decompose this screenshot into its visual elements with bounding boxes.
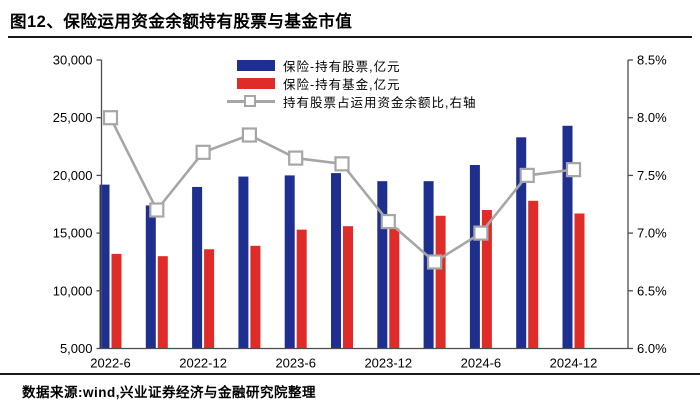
stock-bar-2024-9: [516, 137, 527, 349]
y-left-tick-label: 15,000: [53, 226, 93, 241]
y-left-tick-label: 5,000: [60, 341, 93, 356]
ratio-square-marker-icon: [244, 95, 256, 107]
x-tick-label-2023-12: 2023-12: [364, 356, 412, 371]
legend-item-funds: 保险-持有基金,亿元: [227, 74, 476, 92]
fund-bar-2023-9: [343, 226, 353, 349]
stock-bar-2024-6: [469, 165, 480, 349]
funds-bar-swatch-icon: [237, 77, 275, 89]
footer-divider: [0, 373, 700, 375]
legend-label-funds: 保险-持有基金,亿元: [283, 77, 401, 92]
y-right-tick-label: 6.0%: [637, 341, 667, 356]
stock-bar-2023-9: [331, 173, 341, 349]
y-left-tick-label: 10,000: [53, 283, 93, 298]
y-left-tick-label: 25,000: [53, 110, 93, 125]
ratio-marker-2022-6: [102, 110, 119, 126]
stock-bar-2023-3: [238, 176, 249, 349]
ratio-marker-2023-9: [334, 156, 350, 172]
ratio-line-swatch-icon: [227, 94, 275, 108]
x-tick-label-2024-6: 2024-6: [461, 356, 501, 371]
fund-bar-2022-12: [204, 249, 215, 349]
ratio-marker-2024-3: [427, 254, 443, 270]
y-right-tick-label: 7.0%: [637, 226, 667, 241]
stock-bar-2024-12: [562, 125, 573, 349]
stock-bar-2023-6: [284, 175, 295, 349]
x-tick-label-2024-12: 2024-12: [550, 356, 598, 371]
y-right-tick-label: 8.0%: [637, 110, 667, 125]
y-right-tick-label: 6.5%: [637, 283, 667, 298]
legend-item-ratio: 持有股票占运用资金余额比,右轴: [227, 92, 476, 110]
title-divider: [8, 36, 692, 38]
data-source-note: 数据来源:wind,兴业证券经济与金融研究院整理: [22, 385, 316, 400]
stock-bar-2022-12: [192, 186, 203, 349]
stock-bar-2023-12: [377, 181, 388, 349]
fund-bar-2024-6: [481, 210, 492, 349]
fund-bar-2022-9: [157, 256, 168, 349]
ratio-marker-2024-12: [565, 162, 582, 178]
x-tick-label-2022-12: 2022-12: [179, 356, 227, 371]
stock-bar-2022-6: [99, 184, 110, 349]
ratio-marker-2023-3: [241, 127, 257, 143]
ratio-line: [109, 117, 574, 264]
fund-bar-2023-3: [250, 245, 261, 349]
y-right-tick-label: 8.5%: [637, 53, 667, 68]
y-left-tick-label: 30,000: [53, 53, 93, 68]
stocks-bar-swatch-icon: [237, 59, 275, 71]
y-right-tick-label: 7.5%: [637, 168, 667, 183]
fund-bar-2024-9: [528, 200, 539, 349]
fund-bar-2024-3: [435, 215, 446, 349]
fund-bar-2023-12: [389, 228, 400, 349]
fund-bar-2024-12: [574, 213, 585, 349]
y-left-tick-label: 20,000: [53, 168, 93, 183]
chart-legend: 保险-持有股票,亿元 保险-持有基金,亿元 持有股票占运用资金余额比,右轴: [227, 56, 476, 110]
fund-bar-2023-6: [296, 229, 307, 349]
x-tick-label-2022-6: 2022-6: [90, 356, 130, 371]
ratio-marker-2024-9: [519, 167, 535, 183]
ratio-marker-2024-6: [473, 225, 489, 241]
ratio-marker-2023-12: [380, 213, 396, 230]
legend-item-stocks: 保险-持有股票,亿元: [227, 56, 476, 74]
legend-label-stocks: 保险-持有股票,亿元: [283, 59, 401, 74]
stock-bar-2022-9: [145, 205, 156, 349]
ratio-marker-2022-12: [195, 144, 211, 160]
fund-bar-2022-6: [111, 253, 122, 349]
ratio-marker-2023-6: [288, 150, 304, 166]
x-tick-label-2023-6: 2023-6: [275, 356, 315, 371]
legend-label-ratio: 持有股票占运用资金余额比,右轴: [283, 95, 477, 110]
figure-title: 图12、保险运用资金余额持有股票与基金市值: [10, 13, 353, 31]
ratio-marker-2022-9: [149, 202, 165, 218]
